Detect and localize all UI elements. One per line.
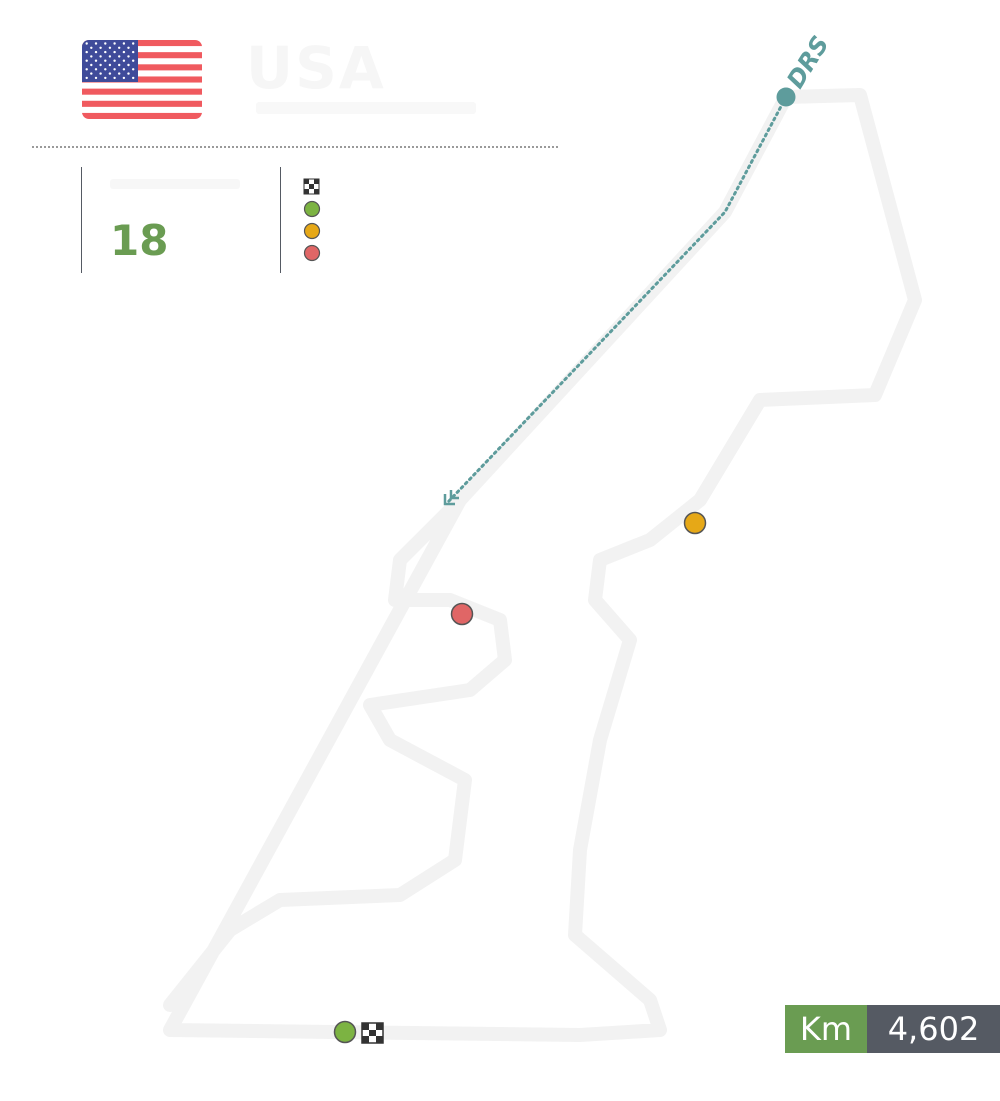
drs-start-marker bbox=[776, 87, 796, 107]
turns-caption-placeholder bbox=[110, 179, 240, 189]
turns-count: 18 bbox=[110, 216, 169, 265]
red-marker-icon bbox=[303, 244, 321, 262]
yellow-marker-icon bbox=[303, 222, 321, 240]
sector-marker-red bbox=[450, 602, 474, 626]
track-outline bbox=[163, 88, 922, 1042]
sector-marker-yellow bbox=[683, 511, 707, 535]
drs-zone-line bbox=[446, 95, 788, 504]
country-name: USA bbox=[246, 34, 386, 102]
distance-badge: Km 4,602 bbox=[785, 1005, 1000, 1053]
country-subtitle-placeholder bbox=[256, 102, 476, 114]
checkered-flag-icon bbox=[303, 178, 320, 195]
stat-divider-right bbox=[280, 167, 281, 273]
finish-flag-icon bbox=[361, 1022, 384, 1044]
usa-flag-icon bbox=[82, 40, 202, 119]
start-marker-green bbox=[333, 1020, 357, 1044]
stat-divider-left bbox=[81, 167, 82, 273]
drs-label: DRS bbox=[781, 31, 834, 93]
header-divider bbox=[32, 146, 558, 148]
drs-end-arrow-icon bbox=[443, 490, 459, 506]
distance-unit: Km bbox=[785, 1005, 867, 1053]
distance-value: 4,602 bbox=[867, 1005, 1000, 1053]
green-marker-icon bbox=[303, 200, 321, 218]
